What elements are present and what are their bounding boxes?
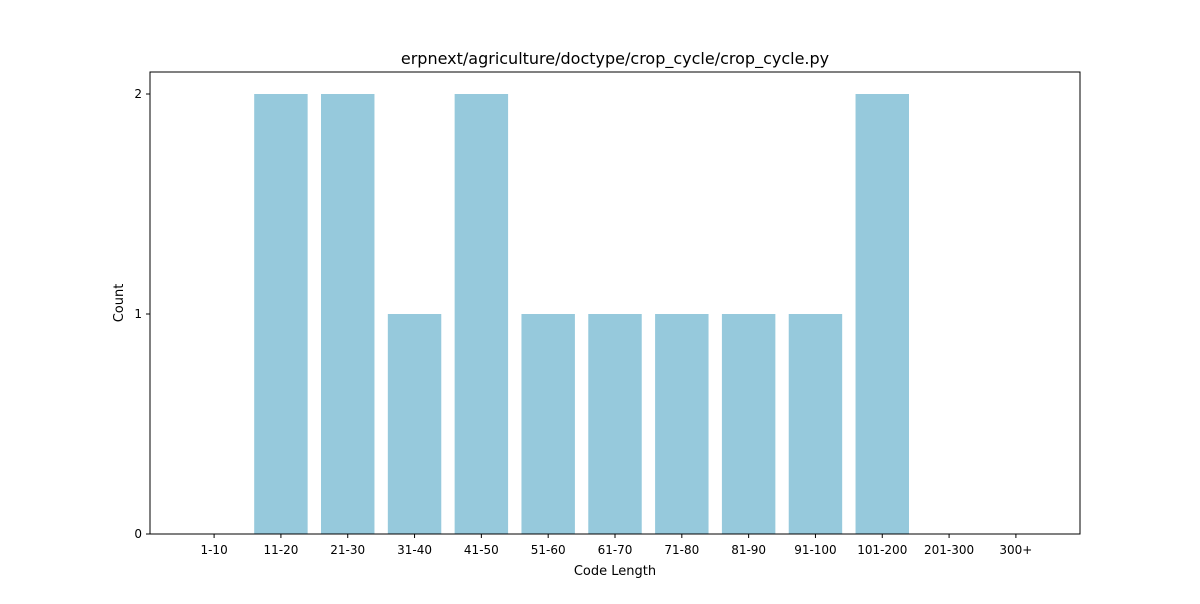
x-tick-label-1-10: 1-10 — [200, 543, 227, 557]
x-tick-label-101-200: 101-200 — [857, 543, 907, 557]
bar-71-80 — [655, 314, 709, 534]
bar-51-60 — [521, 314, 575, 534]
bar-11-20 — [254, 94, 308, 534]
y-tick-label-2: 2 — [134, 87, 142, 101]
x-tick-label-91-100: 91-100 — [794, 543, 837, 557]
y-axis-label: Count — [112, 284, 127, 323]
x-tick-label-81-90: 81-90 — [731, 543, 766, 557]
x-tick-label-11-20: 11-20 — [263, 543, 298, 557]
bar-81-90 — [721, 314, 776, 534]
bar-61-70 — [588, 314, 642, 534]
x-tick-label-300+: 300+ — [999, 543, 1032, 557]
bar-101-200 — [855, 94, 909, 534]
x-axis: 1-10 11-20 21-30 31-40 41-50 51-60 61-70 71-80 8… — [200, 534, 1032, 557]
chart-title: erpnext/agriculture/doctype/crop_cycle/c… — [401, 49, 829, 69]
x-tick-label-41-50: 41-50 — [464, 543, 499, 557]
x-tick-label-61-70: 61-70 — [598, 543, 633, 557]
y-axis: 0 1 2 — [134, 87, 150, 541]
x-tick-label-21-30: 21-30 — [330, 543, 365, 557]
bar-31-40 — [387, 314, 442, 534]
x-tick-label-71-80: 71-80 — [664, 543, 699, 557]
bar-91-100 — [788, 314, 843, 534]
y-tick-label-0: 0 — [134, 527, 142, 541]
x-axis-label: Code Length — [574, 564, 656, 579]
x-tick-label-31-40: 31-40 — [397, 543, 432, 557]
bar-41-50 — [454, 94, 509, 534]
x-tick-label-201-300: 201-300 — [924, 543, 974, 557]
bar-21-30 — [321, 94, 375, 534]
bars-layer — [254, 94, 909, 534]
y-tick-label-1: 1 — [134, 307, 142, 321]
x-tick-label-51-60: 51-60 — [531, 543, 566, 557]
